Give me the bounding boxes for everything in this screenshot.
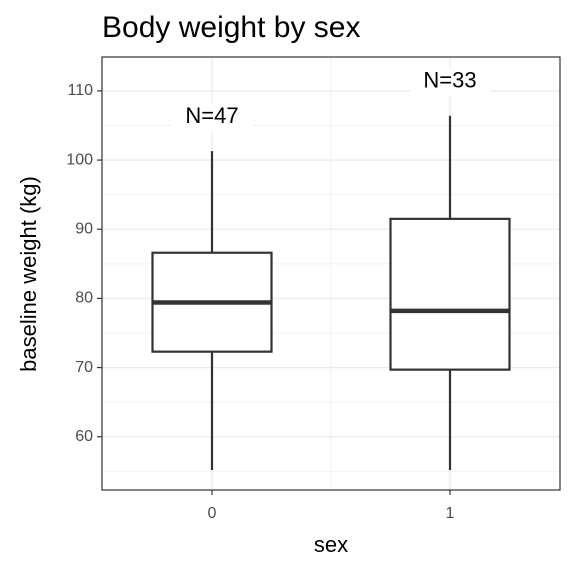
plot-border	[101, 56, 561, 491]
x-tick-label: 1	[446, 505, 455, 522]
annotation: N=33	[423, 68, 476, 93]
box	[389, 217, 511, 371]
annotation: N=47	[185, 103, 238, 128]
y-tick-label: 90	[75, 220, 93, 237]
y-tick-label: 60	[75, 428, 93, 445]
y-tick-label: 80	[75, 290, 93, 307]
annotation-bg	[172, 103, 252, 132]
annotation-bg	[410, 67, 490, 96]
y-tick-label: 70	[75, 359, 93, 376]
y-tick-label: 100	[66, 151, 93, 168]
y-axis-label: baseline weight (kg)	[16, 176, 41, 372]
chart-title: Body weight by sex	[102, 11, 360, 44]
y-tick-label: 110	[67, 82, 93, 99]
x-axis-label: sex	[314, 532, 348, 557]
x-tick-label: 0	[208, 505, 217, 522]
